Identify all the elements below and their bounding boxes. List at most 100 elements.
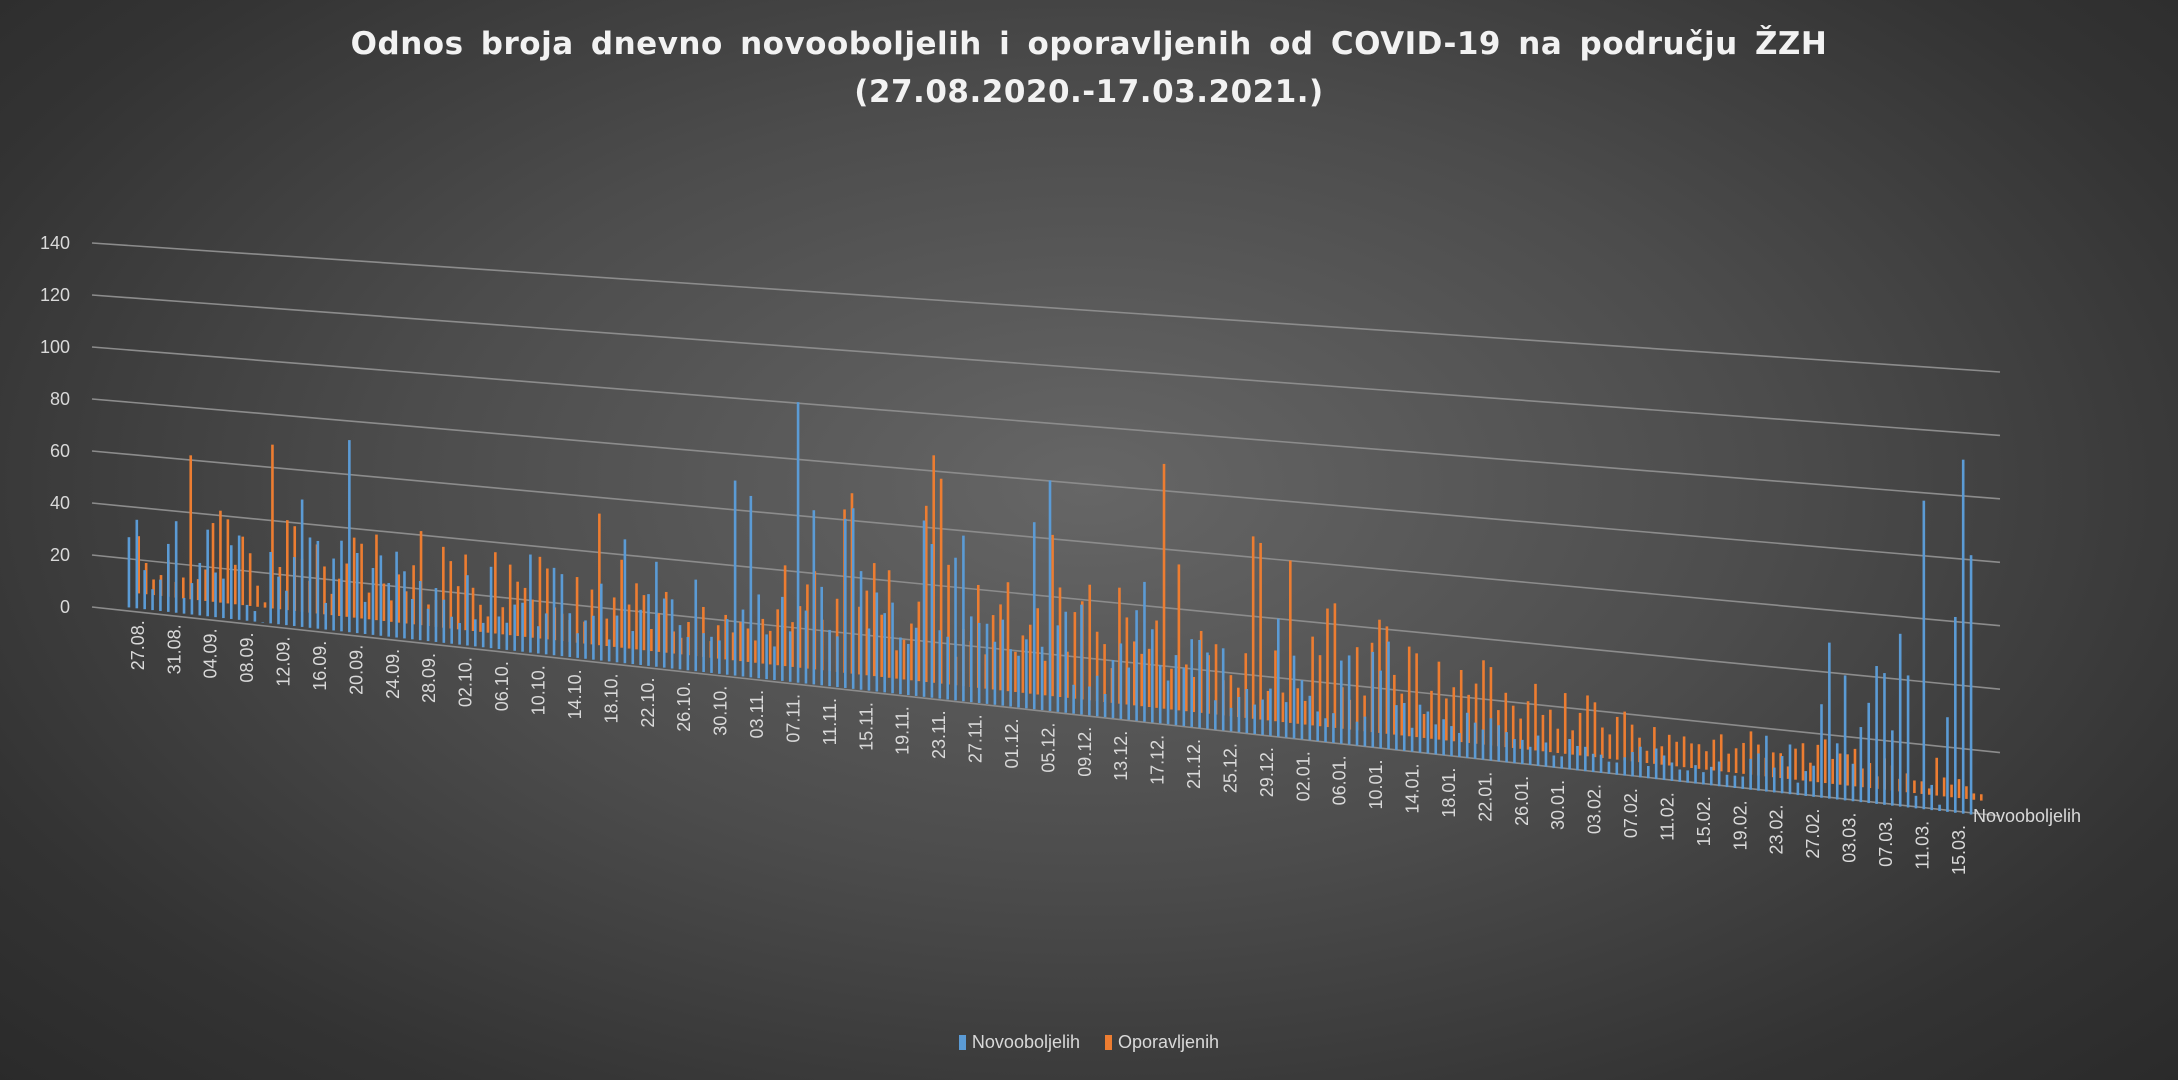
oporavljenih-bar — [1823, 739, 1827, 784]
novooboljelih-bar — [1914, 795, 1918, 809]
novooboljelih-bar — [1119, 643, 1123, 719]
x-tick-label: 17.12. — [1148, 735, 1168, 785]
novooboljelih-bar — [1686, 770, 1689, 783]
novooboljelih-bar — [1206, 652, 1209, 729]
novooboljelih-bar — [1473, 722, 1477, 759]
x-tick-label: 27.02. — [1803, 809, 1823, 859]
novooboljelih-bar — [308, 537, 312, 628]
x-tick-label: 16.09. — [310, 641, 330, 691]
novooboljelih-bar — [1568, 739, 1571, 770]
novooboljelih-bar — [1158, 665, 1162, 724]
novooboljelih-bar — [127, 537, 131, 608]
oporavljenih-bar — [1549, 709, 1552, 753]
x-tick-label: 07.03. — [1876, 817, 1896, 867]
oporavljenih-bar — [635, 583, 638, 650]
oporavljenih-bar — [1281, 692, 1285, 723]
oporavljenih-bar — [1274, 650, 1277, 722]
novooboljelih-bar — [332, 558, 335, 631]
oporavljenih-bar — [1132, 641, 1136, 706]
oporavljenih-bar — [479, 604, 482, 632]
novooboljelih-bar — [647, 594, 650, 666]
oporavljenih-bar — [1333, 603, 1337, 728]
oporavljenih-bar — [984, 654, 988, 689]
novooboljelih-bar — [300, 499, 304, 627]
oporavljenih-bar — [1459, 670, 1463, 743]
novooboljelih-bar — [1780, 756, 1784, 794]
oporavljenih-bar — [1571, 730, 1574, 755]
oporavljenih-bar — [939, 478, 943, 684]
novooboljelih-bar — [1261, 699, 1264, 735]
oporavljenih-bar — [508, 564, 512, 636]
novooboljelih-bar — [678, 625, 682, 670]
gridline — [91, 502, 2001, 690]
novooboljelih-bar — [245, 604, 249, 621]
oporavljenih-bar — [234, 564, 237, 605]
novooboljelih-bar — [1654, 748, 1658, 780]
x-tick-label: 13.12. — [1111, 731, 1131, 781]
oporavljenih-bar — [1690, 743, 1693, 769]
novooboljelih-bar — [1725, 774, 1729, 788]
novooboljelih-bar — [198, 562, 202, 616]
oporavljenih-bar — [278, 566, 282, 610]
oporavljenih-bar — [1363, 695, 1366, 732]
novooboljelih-bar — [844, 518, 847, 688]
oporavljenih-bar — [1170, 668, 1173, 710]
oporavljenih-bar — [627, 604, 631, 649]
novooboljelih-bar — [1237, 696, 1241, 733]
novooboljelih-bar — [655, 561, 658, 667]
novooboljelih-bar — [418, 581, 422, 641]
novooboljelih-bar — [434, 588, 438, 642]
oporavljenih-bar — [731, 632, 735, 661]
novooboljelih-bar — [1387, 641, 1390, 750]
novooboljelih-bar — [725, 619, 729, 675]
oporavljenih-bar — [1653, 727, 1656, 764]
novooboljelih-bar — [1702, 772, 1705, 785]
oporavljenih-bar — [352, 537, 356, 618]
oporavljenih-bar — [263, 602, 267, 608]
oporavljenih-bar — [516, 581, 519, 637]
novooboljelih-bar — [1103, 694, 1107, 718]
novooboljelih-bar — [1505, 732, 1508, 763]
novooboljelih-bar — [497, 616, 501, 650]
y-axis-ticks: 0 20 40 60 80 100 120 140 — [40, 233, 70, 617]
oporavljenih-bar — [419, 531, 423, 626]
novooboljelih-bar — [1371, 651, 1375, 748]
novooboljelih-bar — [1631, 752, 1634, 777]
oporavljenih-bar — [241, 536, 245, 606]
novooboljelih-bar — [316, 540, 320, 629]
novooboljelih-bar — [946, 636, 949, 700]
oporavljenih-bar — [181, 577, 185, 599]
oporavljenih-bar — [1645, 750, 1649, 763]
novooboljelih-bar — [1426, 711, 1430, 754]
novooboljelih-bar — [1009, 649, 1012, 707]
oporavljenih-bar — [664, 591, 668, 653]
novooboljelih-bar — [1599, 754, 1603, 773]
oporavljenih-bar — [412, 565, 415, 625]
gridline — [91, 606, 2001, 817]
novooboljelih-bar — [922, 520, 926, 697]
x-tick-label: 24.09. — [383, 649, 403, 699]
novooboljelih-bar — [544, 613, 548, 655]
novooboljelih-bar — [536, 626, 540, 654]
oporavljenih-bar — [657, 613, 661, 652]
oporavljenih-bar — [1036, 608, 1040, 695]
oporavljenih-bar — [1853, 748, 1857, 787]
novooboljelih-bar — [426, 608, 430, 642]
oporavljenih-bar — [1779, 753, 1782, 779]
oporavljenih-bar — [650, 628, 653, 652]
oporavljenih-bar — [538, 556, 542, 639]
oporavljenih-bar — [739, 622, 742, 662]
novooboljelih-bar — [1151, 629, 1154, 723]
oporavljenih-bar — [219, 510, 222, 603]
novooboljelih-bar — [985, 623, 989, 704]
novooboljelih-bar — [182, 597, 186, 614]
novooboljelih-bar — [812, 510, 816, 685]
novooboljelih-bar — [804, 610, 808, 684]
y-tick-label: 40 — [50, 493, 70, 513]
oporavljenih-bar — [1162, 463, 1166, 709]
novooboljelih-bar — [1379, 670, 1382, 749]
oporavljenih-bar — [917, 601, 921, 682]
legend-swatch-oporavljenih — [1105, 1035, 1113, 1050]
novooboljelih-bar — [1300, 680, 1304, 740]
novooboljelih-bar — [1591, 753, 1595, 773]
